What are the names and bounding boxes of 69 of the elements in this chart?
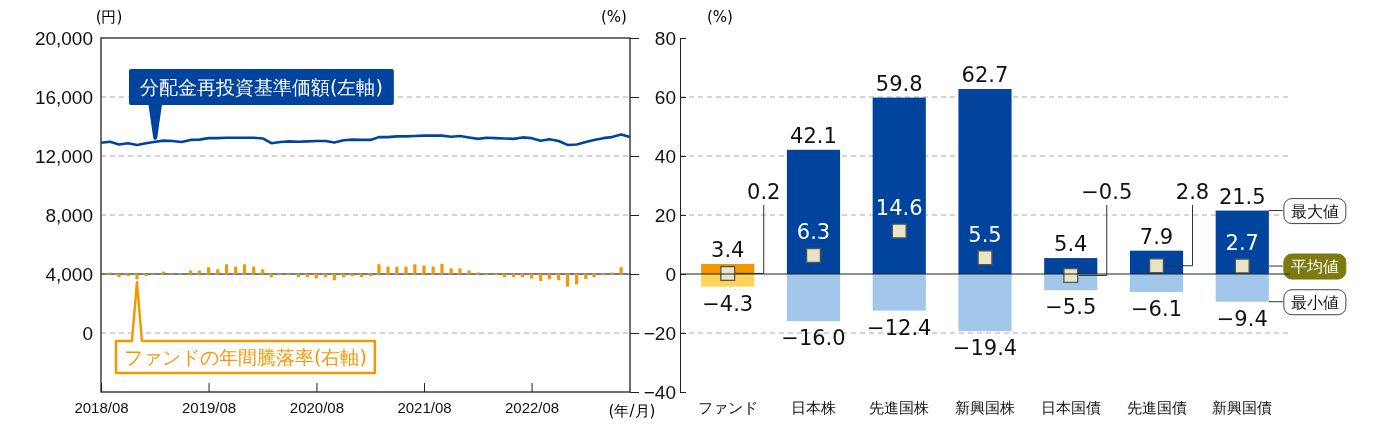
y-axis-title: (%) — [707, 8, 733, 26]
bar — [1215, 274, 1269, 302]
x-tick-label: 2020/08 — [289, 398, 345, 416]
text: 分配金再投資基準価額(左軸) — [140, 76, 383, 98]
y2-tick-label: −20 — [643, 322, 676, 344]
line-series — [99, 133, 632, 147]
data-label: 3.4 — [711, 237, 745, 262]
x-tick-label: 日本株 — [790, 398, 836, 416]
point — [805, 247, 822, 263]
series-label: 最小値 — [1290, 292, 1339, 312]
y2-axis-title: (%) — [601, 8, 627, 26]
data-label: 14.6 — [875, 195, 923, 220]
y2-tick-label: 0 — [665, 263, 676, 285]
bar — [958, 89, 1012, 274]
data-label: −12.4 — [867, 315, 932, 340]
y-tick-label: 20,000 — [34, 27, 93, 49]
bar — [872, 274, 926, 311]
y-tick-label: 4,000 — [45, 263, 93, 285]
y2-tick-label: 60 — [654, 86, 676, 108]
data-label: 62.7 — [961, 63, 1009, 88]
x-tick-label: 2021/08 — [397, 398, 452, 416]
data-label: −16.0 — [781, 326, 846, 351]
y-axis-title: (円) — [95, 8, 123, 26]
bar — [958, 274, 1012, 332]
point — [891, 223, 907, 239]
text: 平均値 — [1290, 257, 1339, 277]
x-tick-label: 2018/08 — [74, 398, 129, 416]
x-tick-label: 先進国株 — [869, 398, 930, 416]
bar — [786, 274, 841, 322]
data-label: −6.1 — [1131, 296, 1183, 321]
y-tick-label: 8,000 — [45, 204, 93, 226]
data-label: −19.4 — [952, 336, 1018, 361]
x-tick-label: 先進国債 — [1126, 398, 1187, 416]
x-axis-title: (年/月) — [608, 402, 656, 420]
x-tick-label: 新興国株 — [955, 398, 1015, 416]
series-label: 最大値 — [1290, 201, 1339, 221]
x-tick-label: 日本国債 — [1040, 398, 1101, 416]
y-tick-label: 16,000 — [34, 86, 93, 108]
point — [1234, 258, 1250, 274]
data-label: 42.1 — [790, 123, 837, 148]
bar — [872, 97, 926, 274]
text: ファンドの年間騰落率(右軸) — [124, 346, 367, 368]
bar — [1215, 210, 1269, 274]
x-tick-label: 新興国債 — [1212, 398, 1273, 416]
data-label: 0.2 — [747, 180, 781, 204]
y-tick-label: 12,000 — [34, 145, 93, 167]
bar — [786, 149, 841, 274]
data-label: 6.3 — [796, 220, 831, 245]
data-label: −9.4 — [1216, 306, 1268, 331]
bar — [1129, 274, 1184, 292]
data-label: 2.7 — [1225, 231, 1259, 256]
y2-tick-label: 20 — [654, 204, 676, 226]
y2-tick-label: −40 — [643, 381, 676, 403]
data-label: −0.5 — [1081, 180, 1133, 204]
data-label: 5.5 — [968, 222, 1002, 247]
y2-tick-label: 80 — [654, 27, 676, 49]
y-tick-label: 0 — [82, 322, 93, 344]
data-label: 7.9 — [1139, 224, 1174, 249]
data-label: −4.3 — [702, 291, 754, 316]
data-label: 5.4 — [1054, 232, 1088, 257]
x-tick-label: 2022/08 — [504, 398, 560, 416]
data-label: 21.5 — [1218, 184, 1266, 209]
data-label: 2.8 — [1175, 180, 1210, 204]
y2-tick-label: 40 — [654, 145, 676, 167]
data-label: −5.5 — [1045, 295, 1097, 320]
data-label: 59.8 — [875, 71, 923, 96]
x-tick-label: 2019/08 — [181, 398, 237, 416]
point — [977, 250, 993, 266]
x-tick-label: ファンド — [697, 398, 758, 416]
